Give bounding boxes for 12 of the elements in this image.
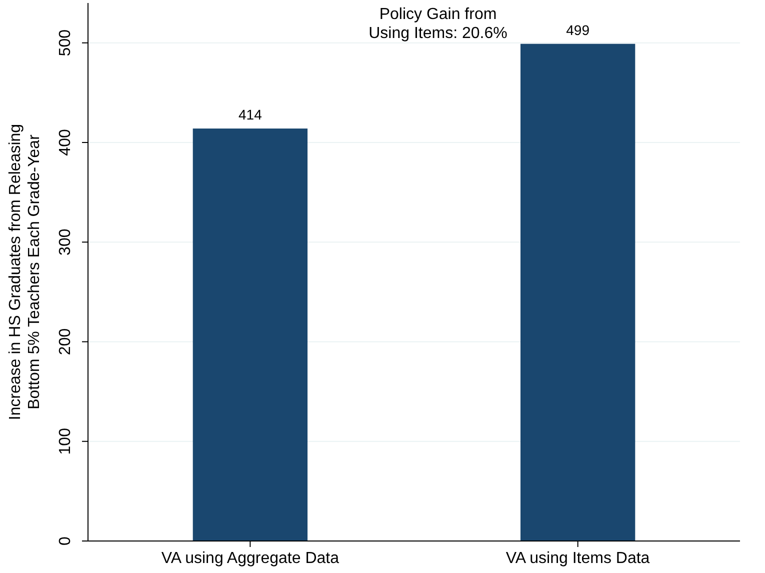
y-tick-label: 100 (57, 428, 74, 455)
data-label: 499 (566, 22, 590, 38)
y-axis-title: Increase in HS Graduates from Releasing Bottom 5% Teachers Each Grade-Year (7, 124, 43, 420)
y-tick-label: 500 (57, 29, 74, 56)
x-tick-label: VA using Items Data (506, 550, 650, 567)
y-tick-label: 300 (57, 228, 74, 256)
data-label: 414 (238, 106, 262, 123)
y-tick-label: 200 (57, 328, 74, 356)
y-tick-label: 0 (57, 536, 74, 546)
x-tick-label: VA using Aggregate Data (161, 550, 340, 567)
y-tick-label: 400 (57, 129, 74, 156)
annotation: Policy Gain from Using Items: 20.6% (368, 6, 508, 42)
